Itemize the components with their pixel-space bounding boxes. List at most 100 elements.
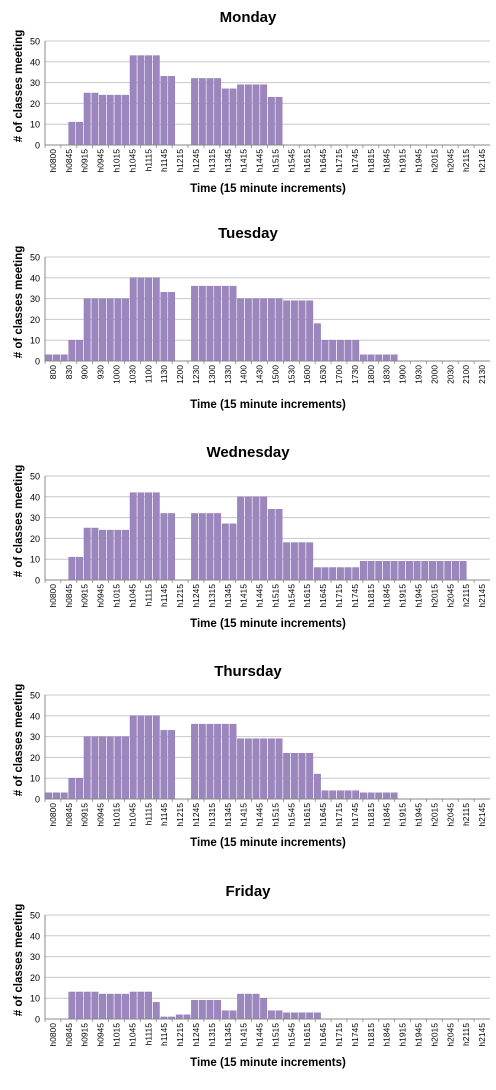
x-tick-label: h1045 bbox=[127, 803, 137, 827]
bar bbox=[352, 790, 360, 800]
bar bbox=[122, 298, 129, 362]
y-tick-label: 30 bbox=[30, 732, 40, 742]
x-tick-label: h1115 bbox=[143, 149, 153, 172]
bar bbox=[152, 277, 160, 362]
bar bbox=[160, 513, 168, 581]
y-tick-label: 0 bbox=[35, 795, 40, 805]
bar bbox=[298, 542, 306, 581]
bar bbox=[290, 300, 298, 362]
y-tick-label: 20 bbox=[30, 315, 40, 325]
bar bbox=[76, 778, 83, 800]
x-tick-label: h1545 bbox=[286, 149, 296, 173]
y-axis-title: # of classes meeting bbox=[13, 246, 25, 359]
chart-panel-wednesday: Wednesday 0 10 20 30 40 50 h0800 h0845 h0915 h0945… bbox=[13, 444, 490, 630]
x-tick-label: 1600 bbox=[302, 365, 312, 384]
bar bbox=[137, 991, 145, 1020]
bar bbox=[221, 723, 229, 800]
bar bbox=[152, 715, 160, 800]
bar bbox=[198, 285, 206, 362]
bar bbox=[237, 738, 245, 800]
bar bbox=[106, 993, 114, 1020]
x-tick-label: h1115 bbox=[143, 1023, 153, 1046]
bar bbox=[382, 792, 390, 800]
bar bbox=[99, 736, 106, 800]
bar bbox=[260, 998, 268, 1020]
bar bbox=[198, 513, 206, 581]
x-tick-label: h1545 bbox=[286, 1023, 296, 1047]
x-tick-label: 1630 bbox=[318, 365, 328, 384]
bar bbox=[229, 723, 237, 800]
x-tick-label: 1430 bbox=[255, 365, 265, 384]
bar bbox=[214, 513, 222, 581]
bar bbox=[137, 277, 145, 362]
x-tick-label: h2145 bbox=[477, 1023, 487, 1047]
bar bbox=[198, 1000, 206, 1020]
y-tick-label: 0 bbox=[35, 357, 40, 367]
bar bbox=[45, 354, 53, 362]
y-tick-label: 50 bbox=[30, 37, 40, 47]
x-axis-title: Time (15 minute increments) bbox=[190, 837, 346, 849]
bar bbox=[229, 285, 237, 362]
x-tick-label: h1715 bbox=[334, 584, 344, 608]
bar bbox=[106, 94, 114, 146]
x-tick-label: h1045 bbox=[127, 584, 137, 608]
bar bbox=[91, 736, 99, 800]
x-tick-label: 930 bbox=[96, 365, 106, 379]
x-tick-label: h0800 bbox=[48, 584, 58, 608]
x-tick-label: h1345 bbox=[223, 149, 233, 173]
x-tick-label: h1645 bbox=[318, 803, 328, 827]
x-tick-label: 1300 bbox=[207, 365, 217, 384]
x-tick-label: h1815 bbox=[366, 803, 376, 827]
bar bbox=[252, 496, 260, 581]
bar bbox=[145, 55, 153, 146]
x-tick-label: 2100 bbox=[461, 365, 471, 384]
x-tick-label: h1145 bbox=[159, 1023, 169, 1046]
bar bbox=[68, 991, 76, 1020]
bar bbox=[382, 561, 390, 581]
bar bbox=[53, 354, 60, 362]
bar bbox=[129, 715, 137, 800]
x-tick-label: h0800 bbox=[48, 149, 58, 173]
x-tick-label: h2115 bbox=[461, 584, 471, 607]
bar bbox=[99, 298, 106, 362]
bar bbox=[313, 1012, 321, 1020]
x-tick-label: h1915 bbox=[398, 584, 408, 608]
bar bbox=[336, 790, 344, 800]
chart-title: Friday bbox=[225, 883, 271, 900]
x-tick-label: h0845 bbox=[64, 149, 74, 173]
bar bbox=[321, 567, 329, 581]
x-tick-label: h1115 bbox=[143, 803, 153, 826]
y-tick-label: 10 bbox=[30, 336, 40, 346]
x-tick-label: h1515 bbox=[270, 1023, 280, 1047]
bar bbox=[45, 792, 53, 800]
y-tick-label: 30 bbox=[30, 294, 40, 304]
x-tick-label: h1715 bbox=[334, 149, 344, 173]
x-tick-label: h1345 bbox=[223, 584, 233, 608]
x-tick-label: h1115 bbox=[143, 584, 153, 607]
bar bbox=[229, 1010, 237, 1020]
bar bbox=[252, 738, 260, 800]
x-tick-label: h1745 bbox=[350, 149, 360, 173]
x-tick-label: h2015 bbox=[429, 149, 439, 173]
x-tick-label: h1915 bbox=[398, 1023, 408, 1047]
chart-title: Wednesday bbox=[206, 444, 290, 461]
bar bbox=[260, 298, 268, 362]
x-tick-label: h1215 bbox=[175, 803, 185, 827]
bar bbox=[229, 523, 237, 581]
bar bbox=[329, 790, 337, 800]
bar bbox=[191, 723, 199, 800]
y-tick-label: 20 bbox=[30, 753, 40, 763]
bar bbox=[390, 354, 398, 362]
bar bbox=[329, 567, 337, 581]
x-tick-label: h1445 bbox=[255, 803, 265, 827]
x-tick-label: 1900 bbox=[398, 365, 408, 384]
bar bbox=[68, 121, 76, 146]
bar bbox=[237, 298, 245, 362]
bar bbox=[436, 561, 444, 581]
bar bbox=[76, 121, 83, 146]
x-tick-label: h1315 bbox=[207, 803, 217, 827]
bar bbox=[444, 561, 452, 581]
x-tick-label: h2045 bbox=[445, 149, 455, 173]
bar bbox=[214, 78, 222, 146]
